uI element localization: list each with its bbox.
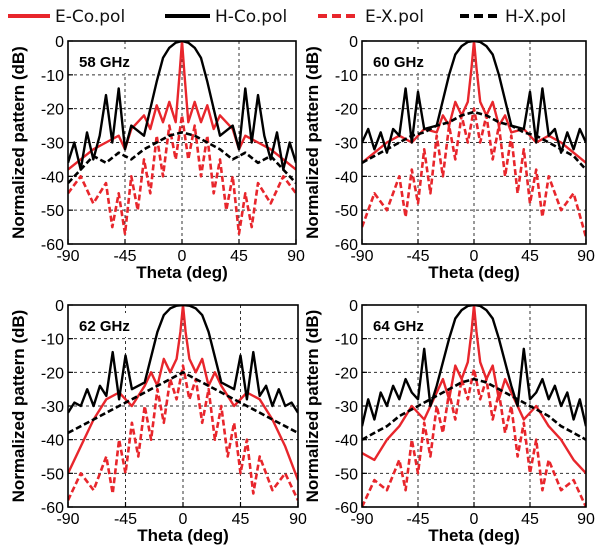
y-tick-label: 0 [349,34,358,51]
x-tick-label: -45 [114,511,137,528]
series-line-e-x-pol [68,364,298,501]
y-tick-label: -20 [41,102,64,119]
y-axis-label: Normalized pattern (dB) [9,46,28,239]
x-tick-label: -45 [406,511,429,528]
frequency-label: 60 GHz [373,54,424,71]
series-line-h-x-pol [68,131,296,184]
x-tick-label: -90 [350,248,373,265]
x-tick-label: -90 [56,248,79,265]
frequency-label-bg [367,49,433,73]
y-tick-label: 0 [55,34,64,51]
y-tick-label: -10 [335,68,358,85]
y-tick-label: -30 [335,399,358,416]
x-tick-label: 0 [179,511,188,528]
y-axis-label: Normalized pattern (dB) [303,310,322,503]
y-tick-label: 0 [55,298,64,315]
y-tick-label: -50 [41,466,64,483]
legend-label-e-x-pol: E-X.pol [365,7,424,27]
legend: E-Co.pol H-Co.pol E-X.pol H-X.pol [8,7,566,27]
series-line-e-co-pol [362,41,586,164]
x-tick-label: -45 [406,248,429,265]
chart-panel-64-ghz: -90 -45 0 45 90 0 -10 -20 -30 -40 -50 -60 Theta (deg… [303,298,595,545]
series-line-h-x-pol [68,370,298,435]
chart-panel-58-ghz: -90 -45 0 45 90 0 -10 -20 -30 -40 -50 -60 Theta (deg… [9,34,305,282]
series-line-e-co-pol [68,41,296,171]
series-line-e-x-pol [362,367,586,507]
y-tick-label: -60 [41,500,64,517]
x-tick-label: -90 [56,511,79,528]
y-tick-label: -20 [335,102,358,119]
x-tick-label: 0 [178,248,187,265]
series-line-e-co-pol [362,305,586,475]
x-tick-label: 90 [577,248,595,265]
y-tick-label: -50 [335,203,358,220]
legend-label-h-co-pol: H-Co.pol [215,7,287,27]
frequency-label-bg [367,313,433,337]
y-tick-label: -10 [335,332,358,349]
x-tick-label: 45 [521,511,539,528]
series-line-h-co-pol [362,41,586,154]
x-tick-label: 90 [287,248,305,265]
y-tick-label: -40 [41,169,64,186]
x-axis-label: Theta (deg) [136,263,228,282]
x-tick-label: -90 [350,511,373,528]
x-tick-label: 45 [232,511,250,528]
x-tick-label: 90 [289,511,307,528]
y-tick-label: -10 [41,68,64,85]
series-line-h-co-pol [68,41,296,171]
y-axis-label: Normalized pattern (dB) [9,310,28,503]
y-tick-label: -20 [41,365,64,382]
y-tick-label: -30 [41,136,64,153]
y-tick-label: -40 [41,433,64,450]
frequency-label: 58 GHz [79,54,130,71]
x-axis-label: Theta (deg) [428,526,520,545]
y-tick-label: -10 [41,332,64,349]
frequency-label: 64 GHz [373,318,424,335]
chart-panels: -90 -45 0 45 90 0 -10 -20 -30 -40 -50 -60 Theta (deg… [9,34,595,545]
x-tick-label: 0 [470,248,479,265]
series-line-h-co-pol [362,305,586,427]
legend-label-h-x-pol: H-X.pol [505,7,566,27]
frequency-label-bg [73,313,139,337]
frequency-label: 62 GHz [79,318,130,335]
y-tick-label: -30 [41,399,64,416]
y-tick-label: -20 [335,365,358,382]
x-tick-label: 45 [230,248,248,265]
y-tick-label: -60 [335,237,358,254]
y-tick-label: -50 [335,466,358,483]
chart-panel-62-ghz: -90 -45 0 45 90 0 -10 -20 -30 -40 -50 -60 Theta (deg… [9,298,307,545]
x-tick-label: 0 [470,511,479,528]
series-line-e-x-pol [68,114,296,236]
series-line-e-x-pol [362,107,586,238]
y-axis-label: Normalized pattern (dB) [303,46,322,239]
series-line-e-co-pol [68,305,298,481]
x-tick-label: 45 [521,248,539,265]
x-tick-label: 90 [577,511,595,528]
y-tick-label: -50 [41,203,64,220]
y-tick-label: -40 [335,169,358,186]
y-tick-label: -40 [335,433,358,450]
legend-label-e-co-pol: E-Co.pol [55,7,125,27]
y-tick-label: -60 [41,237,64,254]
chart-panel-60-ghz: -90 -45 0 45 90 0 -10 -20 -30 -40 -50 -60 Theta (deg… [303,34,595,282]
x-axis-label: Theta (deg) [428,263,520,282]
y-tick-label: 0 [349,298,358,315]
y-tick-label: -30 [335,136,358,153]
series-line-h-co-pol [68,305,298,414]
y-tick-label: -60 [335,500,358,517]
frequency-label-bg [73,49,139,73]
x-axis-label: Theta (deg) [137,526,229,545]
x-tick-label: -45 [113,248,136,265]
series-line-h-x-pol [362,377,586,441]
